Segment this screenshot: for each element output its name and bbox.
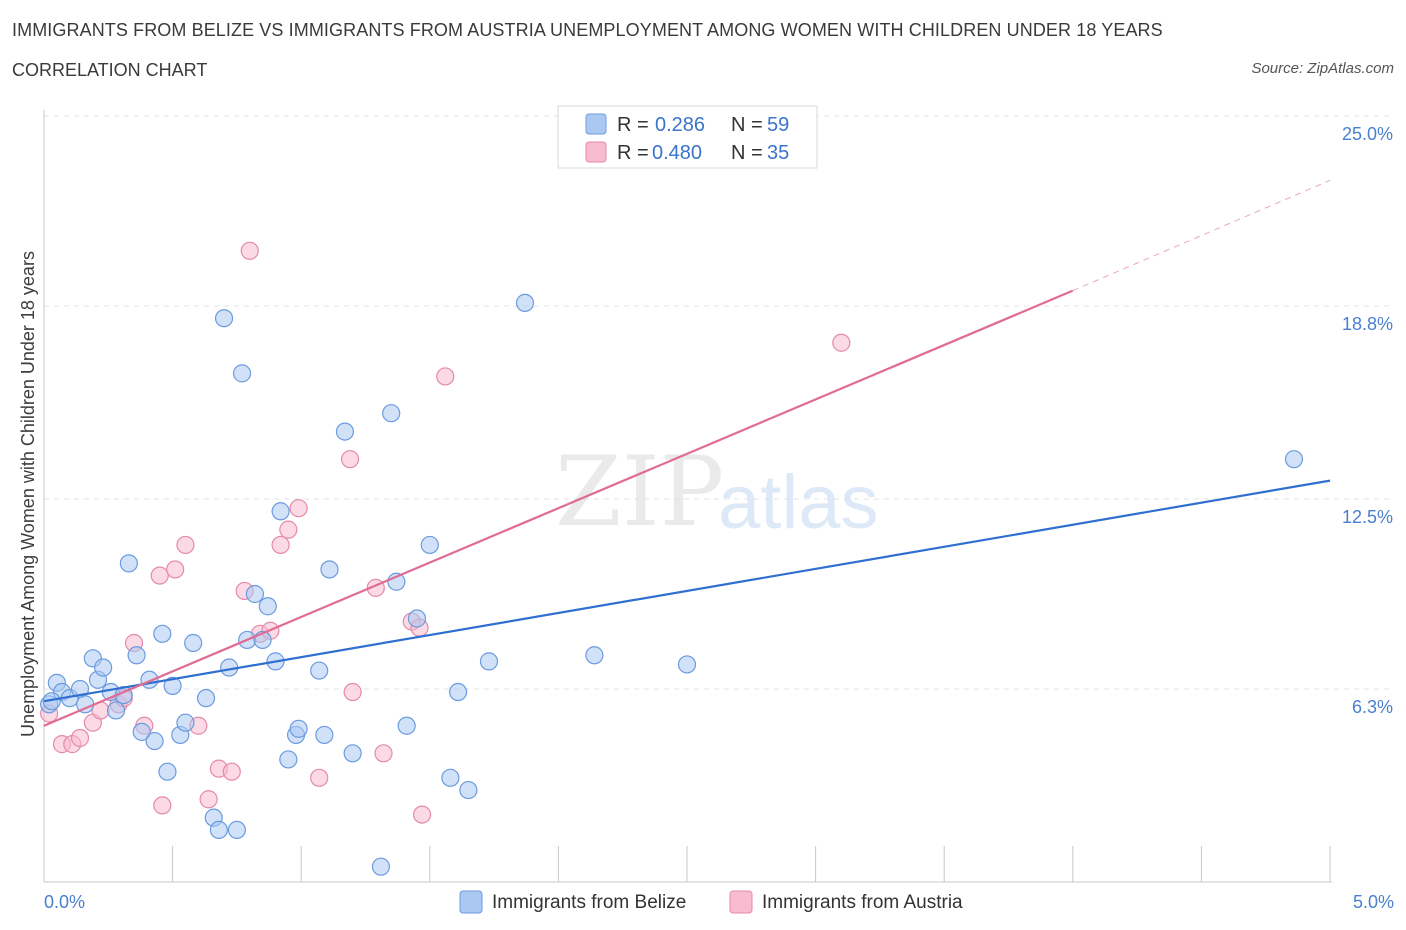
y-axis-label: Unemployment Among Women with Children U… (18, 251, 38, 737)
belize-point (441, 768, 460, 787)
belize-point (271, 502, 290, 521)
austria-point (436, 367, 455, 386)
austria-point (70, 728, 90, 748)
x-tick-label-min: 0.0% (44, 892, 85, 912)
y-tick-labels: 6.3% 12.5% 18.8% 25.0% (1342, 124, 1393, 717)
belize-point (343, 744, 362, 763)
y-tick-label: 25.0% (1342, 124, 1393, 144)
legend-r-label-belize: R = (617, 114, 649, 136)
legend-swatch-austria (585, 141, 607, 163)
chart-subtitle: CORRELATION CHART (12, 60, 208, 80)
chart-title: IMMIGRANTS FROM BELIZE VS IMMIGRANTS FRO… (12, 20, 1163, 40)
legend-n-label-belize: N = (731, 114, 763, 136)
belize-trend-line (43, 479, 1331, 703)
belize-point (184, 633, 203, 653)
austria-point (166, 560, 185, 579)
austria-point (340, 450, 360, 469)
legend-r-label-austria: R = (617, 142, 649, 164)
austria-point (412, 805, 432, 824)
belize-point (320, 560, 339, 579)
belize-point (448, 682, 468, 702)
austria-point (240, 241, 259, 260)
austria-point (150, 566, 169, 585)
series-belize-points (40, 293, 1304, 876)
belize-point (176, 713, 195, 732)
belize-point (196, 689, 216, 708)
watermark-atlas: atlas (718, 460, 879, 545)
legend-n-label-austria: N = (731, 142, 763, 164)
belize-point (42, 692, 61, 711)
belize-point (127, 646, 146, 665)
belize-point (479, 652, 499, 671)
belize-point (132, 722, 151, 741)
belize-point (245, 584, 265, 604)
grid-lines (44, 115, 1392, 690)
x-axis-ticks (172, 846, 1331, 882)
belize-point (145, 731, 164, 751)
series-austria-points (40, 241, 851, 824)
bottom-legend: Immigrants from Belize Immigrants from A… (459, 890, 963, 914)
y-tick-label: 18.8% (1342, 314, 1393, 334)
trend-lines (43, 179, 1331, 727)
belize-point (335, 422, 355, 441)
bottom-legend-label-belize: Immigrants from Belize (492, 892, 686, 913)
belize-point (227, 820, 246, 840)
austria-point (310, 768, 329, 787)
belize-point (279, 750, 298, 769)
source-credit: Source: ZipAtlas.com (1251, 60, 1394, 77)
legend-swatch-belize (585, 113, 607, 135)
austria-point (289, 499, 308, 518)
belize-point (459, 780, 478, 800)
belize-point (209, 820, 228, 840)
belize-point (397, 716, 416, 735)
belize-point (214, 309, 234, 328)
watermark-zip: ZIP (555, 436, 724, 548)
austria-point (271, 535, 290, 555)
belize-point (106, 701, 126, 720)
belize-point (153, 624, 172, 643)
bottom-legend-swatch-austria (729, 890, 753, 914)
x-tick-label-max: 5.0% (1353, 892, 1394, 912)
belize-point (232, 364, 252, 383)
legend-n-value-belize: 59 (767, 114, 789, 136)
belize-point (371, 857, 391, 876)
belize-point (382, 404, 401, 423)
belize-point (585, 646, 604, 665)
austria-point (343, 682, 362, 702)
belize-point (258, 597, 277, 616)
legend-r-value-austria: 0.480 (652, 142, 702, 164)
legend-n-value-austria: 35 (767, 142, 789, 164)
belize-point (515, 293, 535, 313)
belize-point (289, 719, 308, 738)
belize-point (420, 535, 439, 555)
austria-point (374, 744, 393, 763)
austria-point (176, 535, 195, 555)
belize-point (677, 655, 697, 674)
y-tick-label: 12.5% (1342, 507, 1393, 527)
austria-trend-line (43, 289, 1074, 727)
belize-point (1284, 450, 1304, 469)
legend-box: R = 0.286 N = 59 R = 0.480 N = 35 (557, 105, 818, 169)
y-tick-label: 6.3% (1352, 697, 1393, 717)
austria-point (279, 520, 298, 539)
austria-point (199, 790, 218, 809)
austria-point (222, 762, 241, 781)
belize-point (315, 725, 334, 745)
austria-trend-extension (1072, 179, 1331, 292)
belize-point (158, 762, 177, 781)
belize-point (310, 661, 329, 680)
belize-point (119, 554, 138, 573)
belize-point (94, 658, 113, 677)
bottom-legend-label-austria: Immigrants from Austria (762, 892, 963, 913)
bottom-legend-swatch-belize (459, 890, 483, 914)
belize-point (407, 609, 427, 628)
legend-r-value-belize: 0.286 (655, 114, 705, 136)
austria-point (153, 796, 172, 815)
austria-point (832, 333, 851, 352)
belize-point (163, 676, 182, 696)
